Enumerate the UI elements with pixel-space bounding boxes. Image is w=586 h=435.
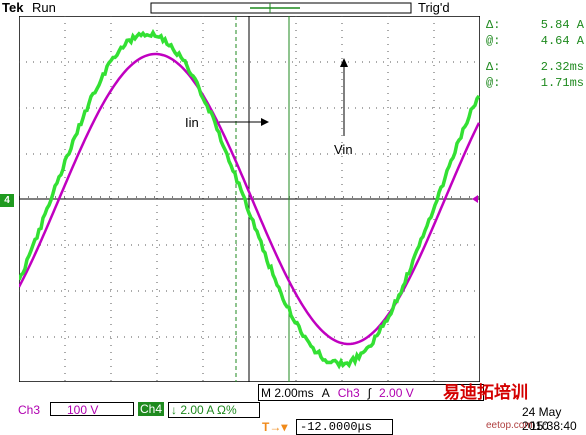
brand-logo: Tek: [2, 0, 23, 15]
timebase: M 2.00ms: [261, 386, 314, 400]
acquisition-state: Run: [32, 0, 56, 15]
readout-delta-time: Δ: 2.32ms: [486, 60, 584, 76]
trigger-source: A: [322, 386, 330, 400]
ch3-scale[interactable]: 100 V: [50, 402, 134, 416]
ch4-scale[interactable]: ↓ 2.00 A Ω%: [168, 402, 260, 418]
waveform-plot: [19, 16, 480, 382]
watermark-text: 易迪拓培训: [443, 378, 528, 403]
record-bar[interactable]: [150, 1, 412, 15]
readout-at-time: @: 1.71ms: [486, 76, 584, 92]
time: 15:38:40: [530, 419, 577, 433]
watermark-url: eetop.com: [486, 420, 533, 431]
trigger-status: Trig'd: [418, 0, 450, 15]
trigger-slope-icon: ∫: [368, 386, 371, 400]
readout-at-amp: @: 4.64 A: [486, 34, 584, 60]
ch3-label: Ch3: [18, 403, 40, 417]
horizontal-offset-marker: T→▾: [262, 420, 287, 434]
trigger-level: 2.00 V: [379, 386, 414, 400]
iin-label: Iin: [185, 115, 199, 130]
trigger-channel: Ch3: [338, 386, 360, 400]
ch4-label[interactable]: Ch4: [138, 402, 164, 416]
channel-4-marker[interactable]: 4: [0, 194, 14, 207]
vin-label: Vin: [334, 142, 353, 157]
readout-delta-amp: Δ: 5.84 A: [486, 18, 584, 34]
horizontal-offset[interactable]: -12.0000μs: [296, 419, 393, 435]
